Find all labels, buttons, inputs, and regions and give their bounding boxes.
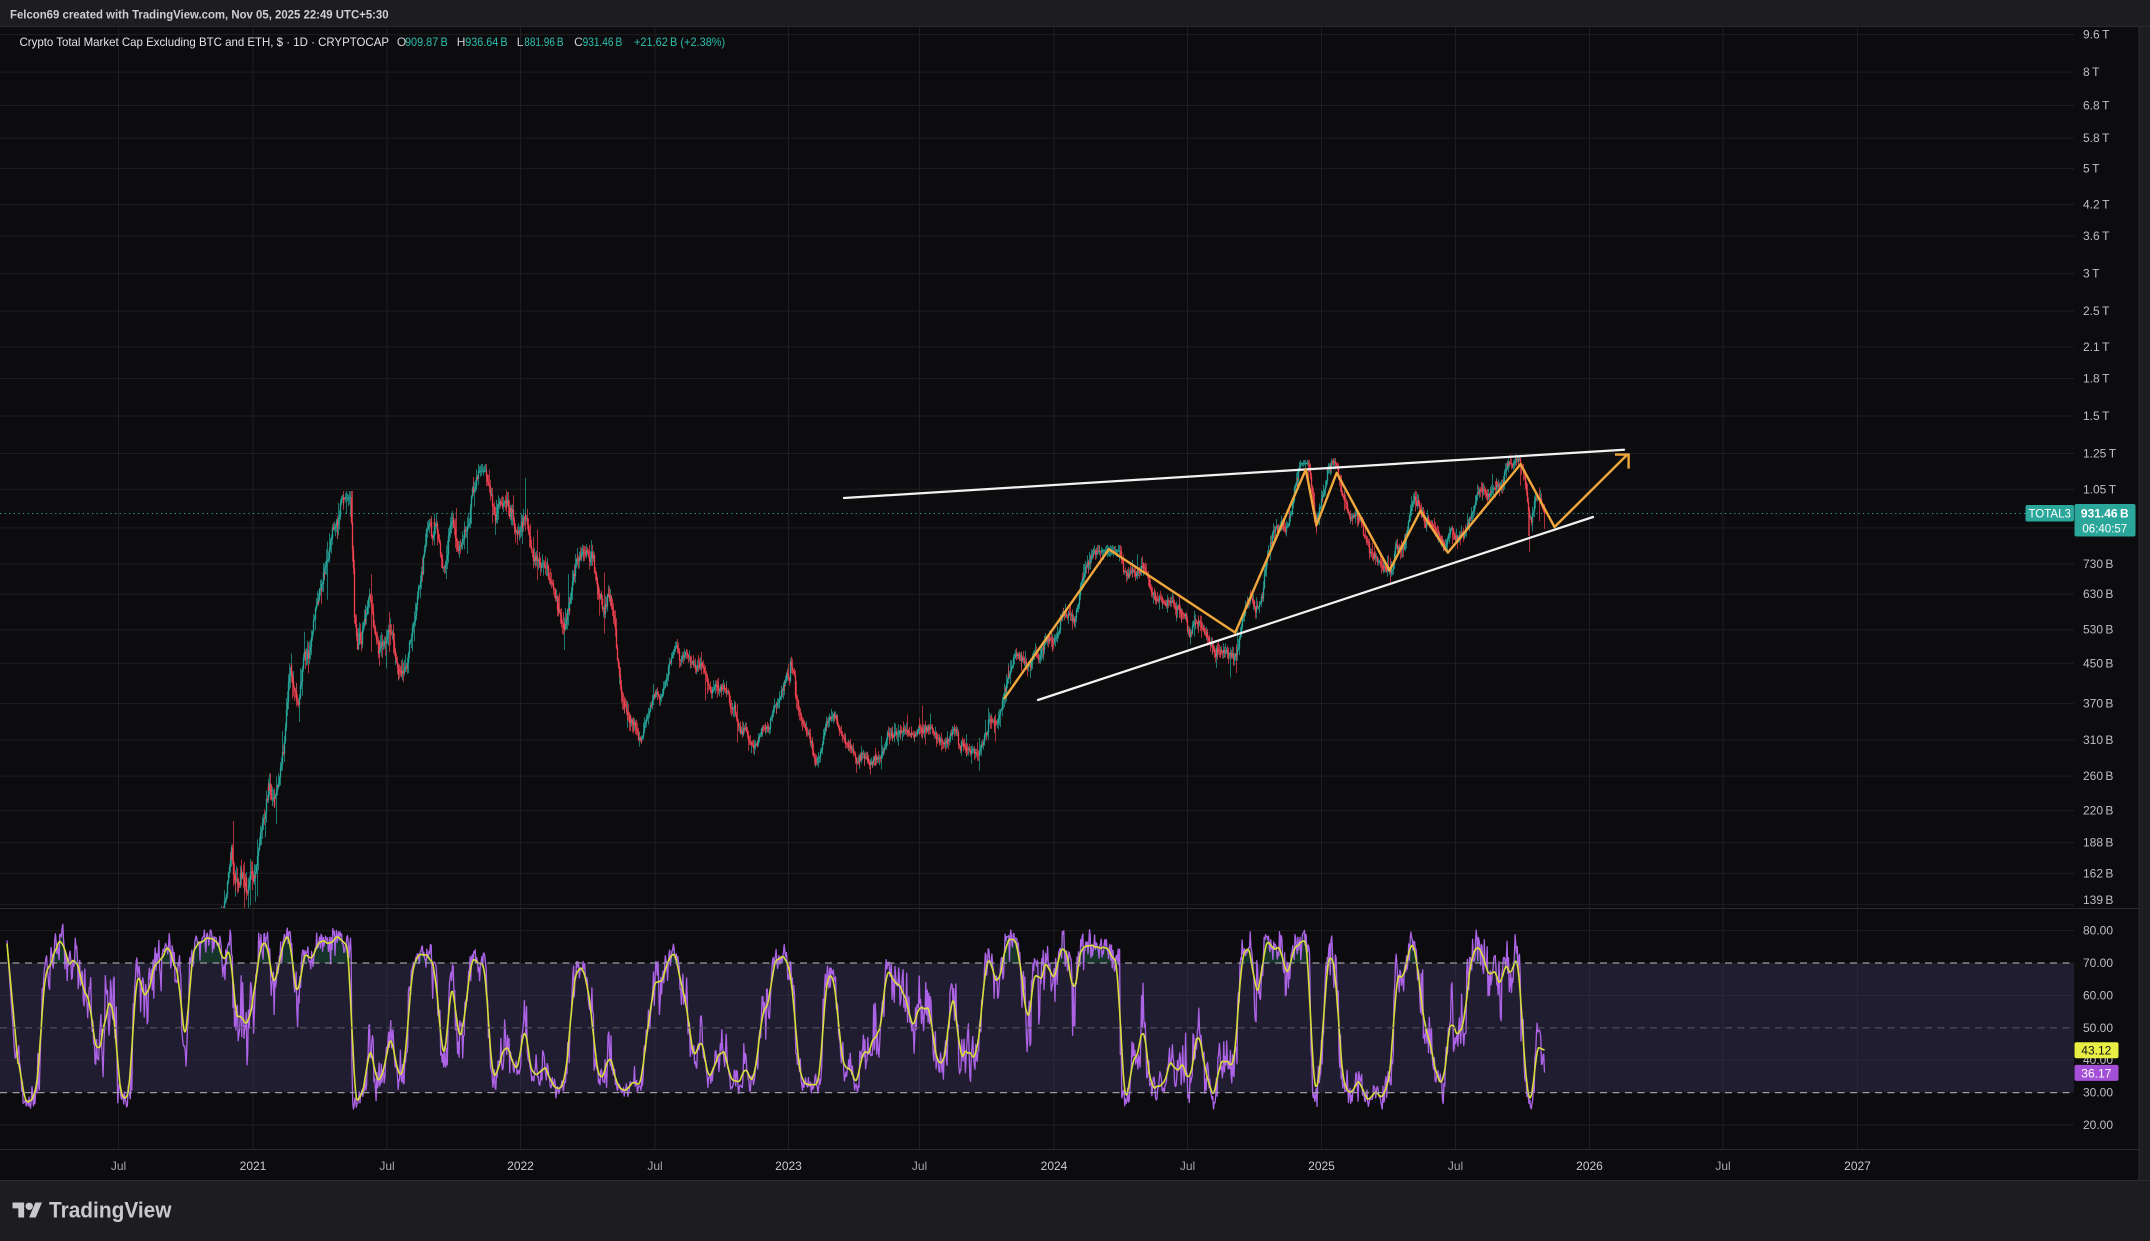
svg-text:1.05 T: 1.05 T xyxy=(2083,482,2117,496)
svg-text:6.8 T: 6.8 T xyxy=(2083,99,2110,113)
svg-text:L: L xyxy=(517,35,524,49)
svg-text:Jul: Jul xyxy=(1180,1159,1195,1173)
svg-text:70.00: 70.00 xyxy=(2083,956,2113,970)
svg-text:139 B: 139 B xyxy=(2083,893,2113,907)
svg-text:Jul: Jul xyxy=(1448,1159,1463,1173)
svg-text:9.6 T: 9.6 T xyxy=(2083,28,2110,42)
svg-text:2.1 T: 2.1 T xyxy=(2083,340,2110,354)
svg-text:4.2 T: 4.2 T xyxy=(2083,198,2110,212)
svg-text:220 B: 220 B xyxy=(2083,803,2113,817)
svg-text:Jul: Jul xyxy=(647,1159,662,1173)
svg-text:Jul: Jul xyxy=(1715,1159,1730,1173)
svg-text:2022: 2022 xyxy=(507,1159,534,1173)
svg-text:O: O xyxy=(397,35,406,49)
svg-text:2023: 2023 xyxy=(775,1159,802,1173)
svg-text:936.64 B: 936.64 B xyxy=(465,35,507,49)
svg-text:Jul: Jul xyxy=(912,1159,927,1173)
svg-text:450 B: 450 B xyxy=(2083,656,2113,670)
svg-text:2021: 2021 xyxy=(240,1159,267,1173)
svg-text:260 B: 260 B xyxy=(2083,769,2113,783)
svg-text:1.25 T: 1.25 T xyxy=(2083,447,2117,461)
svg-text:310 B: 310 B xyxy=(2083,733,2113,747)
svg-text:Jul: Jul xyxy=(111,1159,126,1173)
svg-text:530 B: 530 B xyxy=(2083,623,2113,637)
svg-text:Crypto Total Market Cap Exclud: Crypto Total Market Cap Excluding BTC an… xyxy=(20,35,390,49)
svg-text:370 B: 370 B xyxy=(2083,697,2113,711)
svg-text:3.6 T: 3.6 T xyxy=(2083,229,2110,243)
svg-text:881.96 B: 881.96 B xyxy=(524,35,563,49)
svg-text:H: H xyxy=(457,35,466,49)
svg-text:2027: 2027 xyxy=(1844,1159,1871,1173)
svg-text:43.12: 43.12 xyxy=(2081,1044,2111,1058)
svg-text:2025: 2025 xyxy=(1308,1159,1335,1173)
svg-text:+21.62 B (+2.38%): +21.62 B (+2.38%) xyxy=(634,35,725,49)
svg-text:5.8 T: 5.8 T xyxy=(2083,131,2110,145)
svg-text:60.00: 60.00 xyxy=(2083,988,2113,1002)
svg-text:5 T: 5 T xyxy=(2083,162,2100,176)
svg-text:TradingView: TradingView xyxy=(49,1198,172,1223)
svg-text:2024: 2024 xyxy=(1041,1159,1068,1173)
svg-text:C: C xyxy=(574,35,583,49)
svg-text:730 B: 730 B xyxy=(2083,557,2113,571)
svg-text:1.5 T: 1.5 T xyxy=(2083,409,2110,423)
svg-text:30.00: 30.00 xyxy=(2083,1086,2113,1100)
svg-text:188 B: 188 B xyxy=(2083,836,2113,850)
svg-text:931.46 B: 931.46 B xyxy=(583,35,623,49)
svg-text:50.00: 50.00 xyxy=(2083,1021,2113,1035)
svg-text:Jul: Jul xyxy=(379,1159,394,1173)
svg-text:162 B: 162 B xyxy=(2083,866,2113,880)
svg-text:2.5 T: 2.5 T xyxy=(2083,304,2110,318)
svg-text:630 B: 630 B xyxy=(2083,587,2113,601)
svg-text:8 T: 8 T xyxy=(2083,65,2100,79)
svg-text:909.87 B: 909.87 B xyxy=(405,35,448,49)
svg-text:1.8 T: 1.8 T xyxy=(2083,372,2110,386)
svg-text:36.17: 36.17 xyxy=(2081,1066,2111,1080)
svg-text:3 T: 3 T xyxy=(2083,267,2100,281)
svg-text:931.46 B: 931.46 B xyxy=(2081,507,2129,521)
svg-text:Felcon69 created with TradingV: Felcon69 created with TradingView.com, N… xyxy=(10,7,389,21)
svg-text:2026: 2026 xyxy=(1576,1159,1603,1173)
svg-text:TOTAL3: TOTAL3 xyxy=(2028,508,2070,520)
svg-text:20.00: 20.00 xyxy=(2083,1118,2113,1132)
svg-text:80.00: 80.00 xyxy=(2083,924,2113,938)
svg-text:06:40:57: 06:40:57 xyxy=(2082,524,2127,536)
